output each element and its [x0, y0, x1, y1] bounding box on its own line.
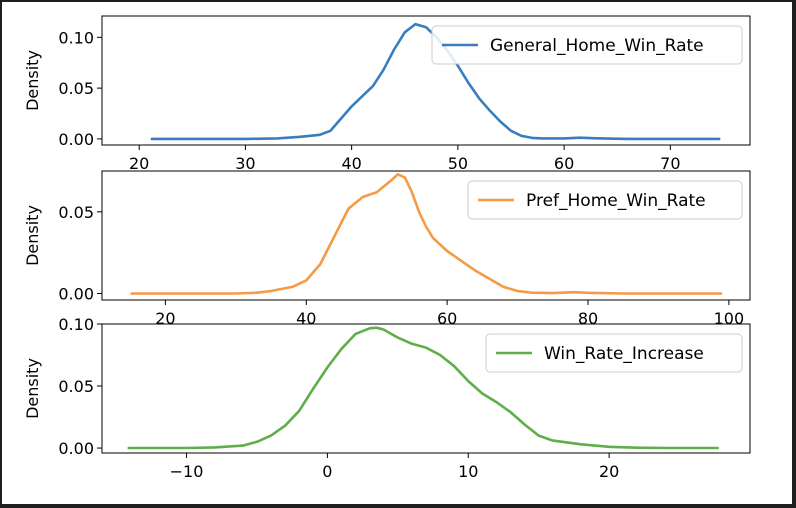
y-axis-label: Density — [23, 358, 42, 419]
legend: Win_Rate_Increase — [485, 333, 743, 373]
axes-frame — [101, 323, 751, 454]
x-tick-label: 20 — [599, 462, 619, 481]
x-tick-label: 60 — [437, 309, 457, 328]
plot-panel-3: 0.00 0.05 0.10 −10 0 10 20 Density Win_Rate_Incr… — [23, 315, 751, 481]
legend-label: Pref_Home_Win_Rate — [526, 191, 706, 211]
axes-frame — [101, 15, 751, 146]
legend-box — [431, 25, 743, 65]
legend-label: Win_Rate_Increase — [544, 344, 704, 364]
y-axis-label: Density — [23, 50, 42, 111]
x-tick-label: 70 — [660, 154, 680, 173]
plot-panel-2: 0.00 0.05 20 40 60 80 100 Density Pref_Home_Win_… — [23, 170, 751, 328]
x-tick-label: 0 — [322, 462, 332, 481]
axes-frame — [101, 170, 751, 301]
x-tick-label: 80 — [578, 309, 598, 328]
x-tick-label: 100 — [714, 309, 745, 328]
x-tick-label: 40 — [296, 309, 316, 328]
y-tick-label: 0.00 — [58, 439, 94, 458]
plot-panel-1: 0.00 0.05 0.10 20 30 40 50 60 70 Density General_H… — [23, 15, 751, 173]
x-tick-label: −10 — [170, 462, 204, 481]
density-line-win-rate-increase — [127, 326, 719, 450]
y-axis-label: Density — [23, 205, 42, 266]
legend: Pref_Home_Win_Rate — [467, 180, 743, 220]
x-tick-label: 30 — [235, 154, 255, 173]
y-tick-label: 0.05 — [58, 377, 94, 396]
y-tick-label: 0.00 — [58, 284, 94, 303]
y-tick-label: 0.10 — [58, 28, 94, 47]
legend-box — [485, 333, 743, 373]
legend-box — [467, 180, 743, 220]
y-tick-label: 0.05 — [58, 79, 94, 98]
x-tick-label: 20 — [155, 309, 175, 328]
x-tick-label: 20 — [129, 154, 149, 173]
y-tick-label: 0.00 — [58, 130, 94, 149]
density-line-general-home-win-rate — [150, 22, 721, 141]
x-tick-label: 60 — [554, 154, 574, 173]
legend: General_Home_Win_Rate — [431, 25, 743, 65]
y-tick-label: 0.05 — [58, 203, 94, 222]
y-tick-label: 0.10 — [58, 315, 94, 334]
x-tick-label: 10 — [458, 462, 478, 481]
x-tick-label: 40 — [341, 154, 361, 173]
legend-label: General_Home_Win_Rate — [490, 36, 704, 56]
x-tick-label: 50 — [448, 154, 468, 173]
density-line-pref-home-win-rate — [130, 173, 723, 295]
